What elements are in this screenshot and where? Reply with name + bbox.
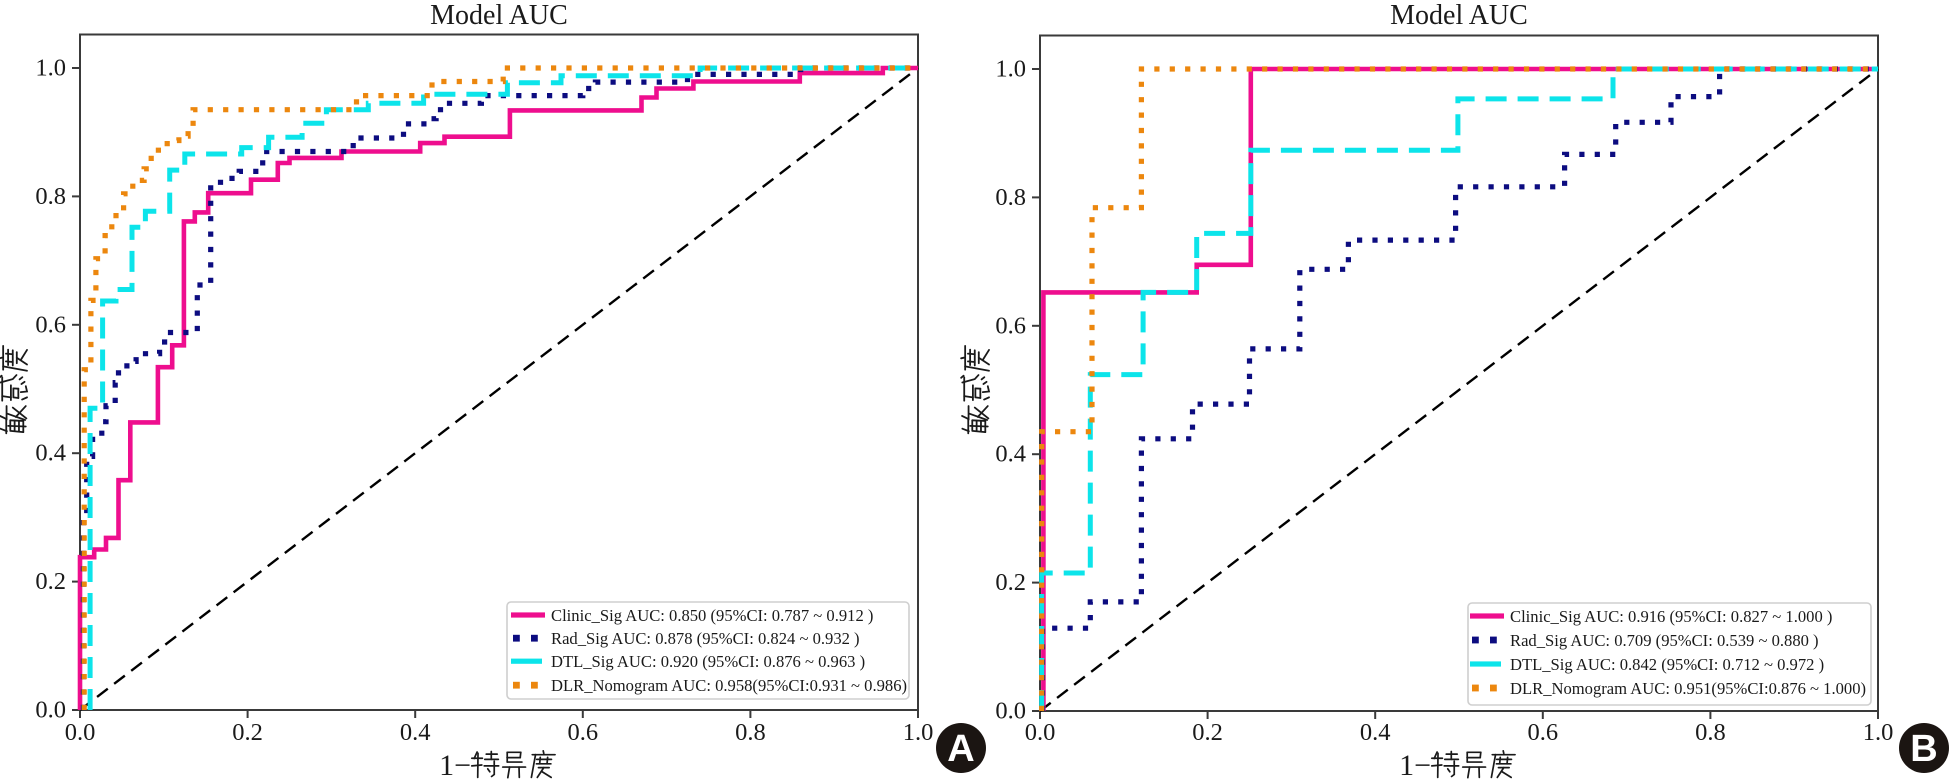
svg-text:0.4: 0.4 [995,441,1026,468]
svg-text:0.6: 0.6 [995,312,1026,339]
svg-text:Model AUC: Model AUC [430,0,568,31]
svg-text:0.0: 0.0 [35,697,66,724]
svg-text:Clinic_Sig AUC: 0.850 (95%CI:: Clinic_Sig AUC: 0.850 (95%CI: 0.787 ~ 0.… [551,606,873,625]
svg-text:0.0: 0.0 [995,698,1026,725]
svg-text:DTL_Sig AUC: 0.920 (95%CI: 0.8: DTL_Sig AUC: 0.920 (95%CI: 0.876 ~ 0.963… [551,652,865,671]
svg-text:Model AUC: Model AUC [1390,0,1528,31]
svg-text:Rad_Sig AUC: 0.709 (95%CI: 0.5: Rad_Sig AUC: 0.709 (95%CI: 0.539 ~ 0.880… [1510,631,1819,650]
svg-text:DLR_Nomogram AUC: 0.958(95%CI:: DLR_Nomogram AUC: 0.958(95%CI:0.931 ~ 0.… [551,676,907,695]
svg-text:0.0: 0.0 [65,719,96,746]
svg-text:A: A [947,728,974,770]
svg-text:1−: 1− [439,749,471,779]
svg-text:DLR_Nomogram AUC: 0.951(95%CI:: DLR_Nomogram AUC: 0.951(95%CI:0.876 ~ 1.… [1510,679,1866,698]
svg-text:0.8: 0.8 [995,184,1026,211]
svg-text:0.6: 0.6 [1527,719,1558,746]
svg-text:0.2: 0.2 [995,569,1026,596]
svg-text:0.8: 0.8 [735,719,766,746]
svg-text:Clinic_Sig AUC: 0.916 (95%CI:: Clinic_Sig AUC: 0.916 (95%CI: 0.827 ~ 1.… [1510,607,1832,626]
svg-text:0.0: 0.0 [1025,719,1056,746]
svg-text:1.0: 1.0 [903,719,934,746]
svg-text:1.0: 1.0 [995,56,1026,83]
svg-text:0.6: 0.6 [567,719,598,746]
svg-text:1.0: 1.0 [1863,719,1894,746]
svg-text:0.8: 0.8 [35,183,66,210]
svg-text:0.2: 0.2 [35,568,66,595]
svg-text:0.4: 0.4 [400,719,431,746]
svg-text:Rad_Sig AUC: 0.878 (95%CI: 0.8: Rad_Sig AUC: 0.878 (95%CI: 0.824 ~ 0.932… [551,629,860,648]
svg-text:0.6: 0.6 [35,311,66,338]
svg-text:0.2: 0.2 [232,719,263,746]
svg-text:0.8: 0.8 [1695,719,1726,746]
svg-text:0.4: 0.4 [1360,719,1391,746]
svg-text:DTL_Sig AUC: 0.842 (95%CI: 0.7: DTL_Sig AUC: 0.842 (95%CI: 0.712 ~ 0.972… [1510,655,1824,674]
svg-text:0.4: 0.4 [35,440,66,467]
svg-text:1.0: 1.0 [35,55,66,82]
svg-text:1−: 1− [1399,749,1431,779]
svg-text:0.2: 0.2 [1192,719,1223,746]
svg-text:B: B [1910,728,1937,770]
